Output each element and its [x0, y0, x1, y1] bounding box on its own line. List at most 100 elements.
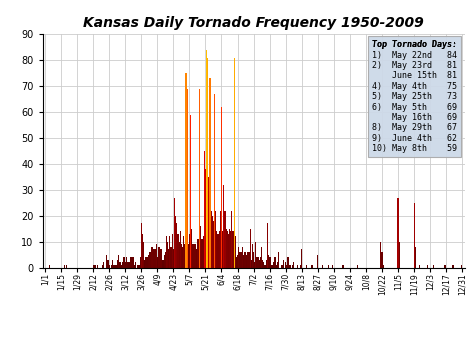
Bar [415, 247, 416, 268]
Bar [273, 257, 275, 268]
Bar [95, 265, 96, 268]
Bar [247, 252, 248, 268]
Bar [179, 241, 180, 268]
Bar [433, 265, 434, 268]
Bar [413, 203, 415, 268]
Bar [244, 252, 245, 268]
Bar [157, 257, 158, 268]
Bar [265, 260, 267, 268]
Bar [151, 247, 152, 268]
Text: Top Tornado Days:: Top Tornado Days: [372, 40, 457, 49]
Bar [289, 265, 290, 268]
Bar [190, 115, 191, 268]
Bar [226, 229, 227, 268]
Bar [264, 265, 265, 268]
Bar [184, 244, 185, 268]
Bar [232, 231, 234, 268]
Bar [130, 257, 131, 268]
Bar [160, 249, 161, 268]
Bar [149, 252, 150, 268]
Bar [251, 260, 252, 268]
Bar [176, 224, 177, 268]
Bar [134, 265, 135, 268]
Bar [230, 231, 231, 268]
Bar [238, 247, 239, 268]
Bar [250, 229, 251, 268]
Bar [243, 255, 244, 268]
Bar [155, 244, 157, 268]
Bar [453, 265, 454, 268]
Bar [167, 241, 168, 268]
Bar [270, 257, 271, 268]
Bar [212, 216, 213, 268]
Bar [152, 247, 153, 268]
Bar [218, 234, 219, 268]
Bar [268, 255, 269, 268]
Bar [198, 239, 199, 268]
Bar [165, 252, 166, 268]
Bar [275, 257, 276, 268]
Bar [182, 247, 183, 268]
Bar [255, 241, 256, 268]
Bar [235, 236, 236, 268]
Bar [276, 265, 277, 268]
Bar [228, 234, 229, 268]
Bar [306, 265, 307, 268]
Bar [236, 257, 237, 268]
Bar [237, 255, 238, 268]
Bar [317, 255, 319, 268]
Bar [169, 236, 171, 268]
Bar [254, 262, 255, 268]
Bar [175, 216, 176, 268]
Bar [137, 265, 138, 268]
Bar [290, 265, 291, 268]
Bar [135, 262, 136, 268]
Bar [194, 244, 196, 268]
Bar [269, 257, 270, 268]
Bar [267, 224, 268, 268]
Bar [147, 255, 149, 268]
Bar [181, 244, 182, 268]
Bar [357, 265, 358, 268]
Bar [196, 249, 197, 268]
Bar [158, 247, 159, 268]
Bar [131, 257, 133, 268]
Bar [168, 249, 169, 268]
Bar [193, 244, 194, 268]
Bar [311, 265, 313, 268]
Bar [141, 224, 142, 268]
Bar [229, 229, 230, 268]
Bar [188, 244, 189, 268]
Bar [445, 265, 446, 268]
Bar [224, 211, 226, 268]
Bar [207, 58, 208, 268]
Bar [106, 255, 108, 268]
Bar [278, 252, 279, 268]
Bar [92, 265, 94, 268]
Bar [199, 89, 201, 268]
Bar [240, 252, 242, 268]
Bar [119, 262, 120, 268]
Bar [213, 221, 214, 268]
Bar [220, 211, 221, 268]
Bar [202, 236, 204, 268]
Bar [116, 265, 117, 268]
Bar [271, 265, 273, 268]
Bar [205, 169, 206, 268]
Bar [245, 252, 246, 268]
Bar [216, 231, 218, 268]
Bar [146, 257, 147, 268]
Bar [286, 265, 287, 268]
Bar [221, 107, 222, 268]
Bar [293, 262, 294, 268]
Bar [242, 247, 243, 268]
Text: Top Tornado Days:
1)  May 22nd   84
2)  May 23rd   81
    June 15th  81
4)  May : Top Tornado Days: 1) May 22nd 84 2) May … [372, 40, 457, 153]
Bar [143, 241, 144, 268]
Bar [127, 262, 128, 268]
Bar [419, 265, 420, 268]
Bar [399, 241, 400, 268]
Bar [114, 265, 116, 268]
Bar [122, 262, 124, 268]
Bar [234, 58, 235, 268]
Bar [322, 265, 323, 268]
